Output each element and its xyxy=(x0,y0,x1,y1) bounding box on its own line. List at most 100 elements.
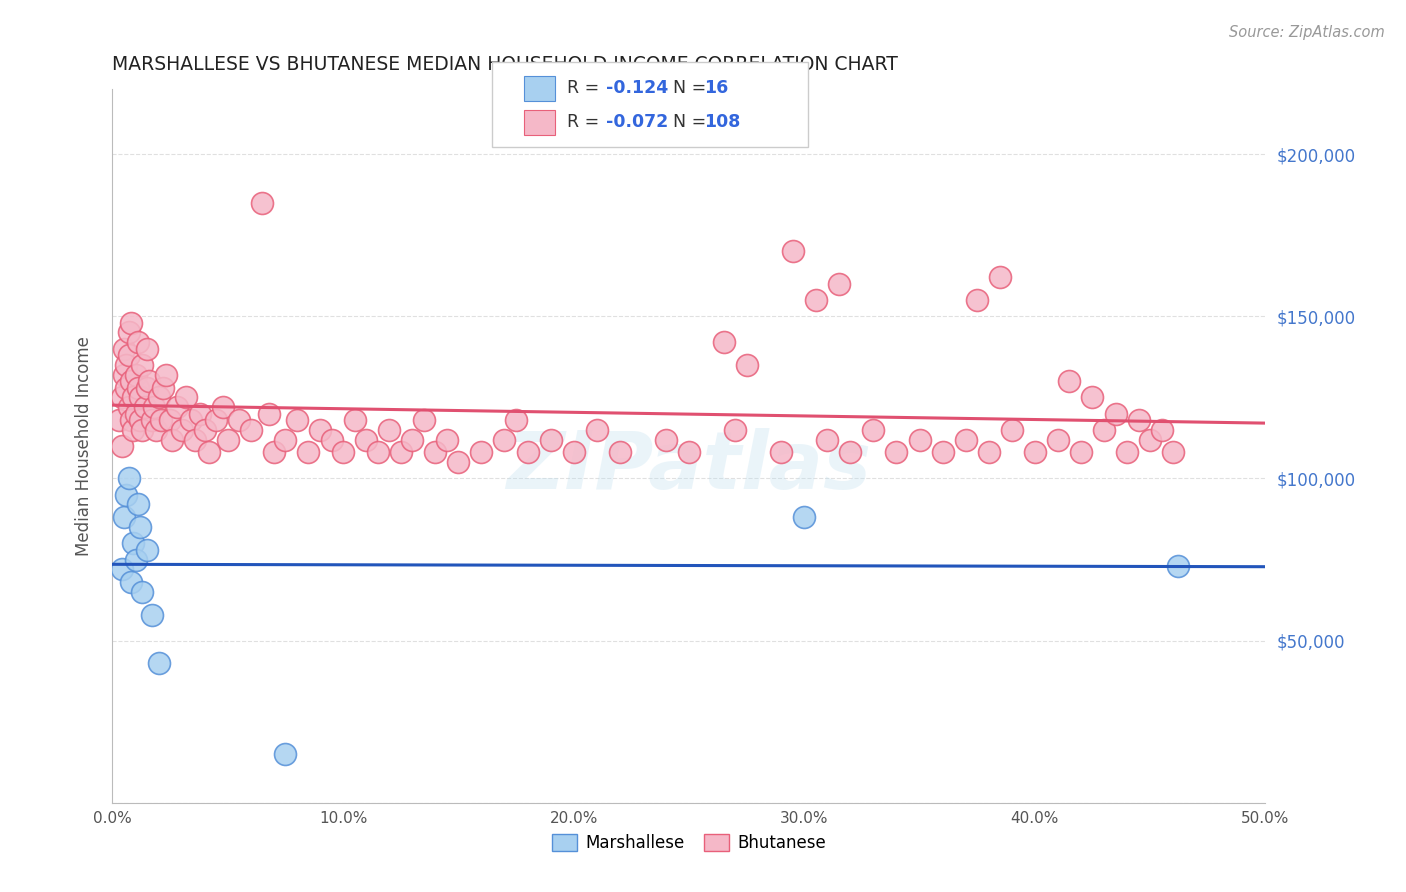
Point xyxy=(815,433,838,447)
Point xyxy=(148,657,170,671)
Point xyxy=(343,413,366,427)
Point xyxy=(494,433,516,447)
Point xyxy=(1001,423,1024,437)
Point xyxy=(1081,390,1104,404)
Point xyxy=(274,747,297,761)
Point xyxy=(122,390,145,404)
Point xyxy=(145,423,167,437)
Point xyxy=(378,423,401,437)
Point xyxy=(217,433,239,447)
Point xyxy=(1059,374,1081,388)
Point xyxy=(117,400,139,414)
Point xyxy=(274,433,297,447)
Point xyxy=(155,368,177,382)
Text: -0.072: -0.072 xyxy=(606,113,668,131)
Point xyxy=(136,342,159,356)
Point xyxy=(1128,413,1150,427)
Text: Source: ZipAtlas.com: Source: ZipAtlas.com xyxy=(1229,25,1385,40)
Point xyxy=(321,433,343,447)
Point xyxy=(166,400,188,414)
Point xyxy=(252,195,274,210)
Point xyxy=(966,293,988,307)
Point xyxy=(977,445,1000,459)
Text: N =: N = xyxy=(662,79,711,97)
Point xyxy=(131,585,153,599)
Point xyxy=(205,413,228,427)
Text: N =: N = xyxy=(662,113,711,131)
Point xyxy=(793,510,815,524)
Text: MARSHALLESE VS BHUTANESE MEDIAN HOUSEHOLD INCOME CORRELATION CHART: MARSHALLESE VS BHUTANESE MEDIAN HOUSEHOL… xyxy=(112,54,898,74)
Point xyxy=(735,358,758,372)
Point xyxy=(609,445,631,459)
Point xyxy=(117,348,139,362)
Point xyxy=(127,497,149,511)
Text: R =: R = xyxy=(567,79,605,97)
Point xyxy=(159,413,181,427)
Point xyxy=(401,433,423,447)
Point xyxy=(263,445,285,459)
Point xyxy=(908,433,931,447)
Point xyxy=(259,407,281,421)
Point xyxy=(120,316,142,330)
Point xyxy=(127,335,149,350)
Point xyxy=(239,423,262,437)
Point xyxy=(862,423,884,437)
Point xyxy=(111,439,134,453)
Text: ZIPatlas: ZIPatlas xyxy=(506,428,872,507)
Point xyxy=(505,413,527,427)
Point xyxy=(120,413,142,427)
Point xyxy=(134,400,156,414)
Point xyxy=(297,445,319,459)
Point xyxy=(770,445,793,459)
Point xyxy=(162,433,184,447)
Point xyxy=(124,368,146,382)
Point xyxy=(184,433,207,447)
Point xyxy=(124,552,146,566)
Point xyxy=(198,445,221,459)
Point xyxy=(131,423,153,437)
Point xyxy=(170,423,193,437)
Point xyxy=(122,536,145,550)
Point xyxy=(124,407,146,421)
Point xyxy=(136,542,159,557)
Point xyxy=(1092,423,1115,437)
Point xyxy=(141,413,163,427)
Point xyxy=(112,510,135,524)
Point xyxy=(115,358,138,372)
Point xyxy=(149,413,172,427)
Text: 108: 108 xyxy=(704,113,741,131)
Point xyxy=(131,358,153,372)
Point xyxy=(148,390,170,404)
Point xyxy=(127,381,149,395)
Point xyxy=(188,407,211,421)
Point xyxy=(540,433,562,447)
Point xyxy=(839,445,862,459)
Point xyxy=(470,445,492,459)
Point xyxy=(516,445,538,459)
Point xyxy=(782,244,804,259)
Point xyxy=(886,445,908,459)
Point xyxy=(1116,445,1139,459)
Point xyxy=(194,423,217,437)
Point xyxy=(212,400,235,414)
Point xyxy=(108,413,131,427)
Point xyxy=(122,423,145,437)
Point xyxy=(988,270,1011,285)
Point xyxy=(1046,433,1069,447)
Point xyxy=(120,575,142,590)
Point xyxy=(1139,433,1161,447)
Point xyxy=(285,413,308,427)
Point xyxy=(117,471,139,485)
Point xyxy=(1150,423,1173,437)
Point xyxy=(931,445,953,459)
Point xyxy=(425,445,447,459)
Text: 16: 16 xyxy=(704,79,728,97)
Point xyxy=(136,381,159,395)
Point xyxy=(562,445,585,459)
Point xyxy=(138,374,160,388)
Y-axis label: Median Household Income: Median Household Income xyxy=(75,336,93,556)
Point xyxy=(585,423,607,437)
Point xyxy=(332,445,354,459)
Point xyxy=(1167,559,1189,574)
Point xyxy=(367,445,389,459)
